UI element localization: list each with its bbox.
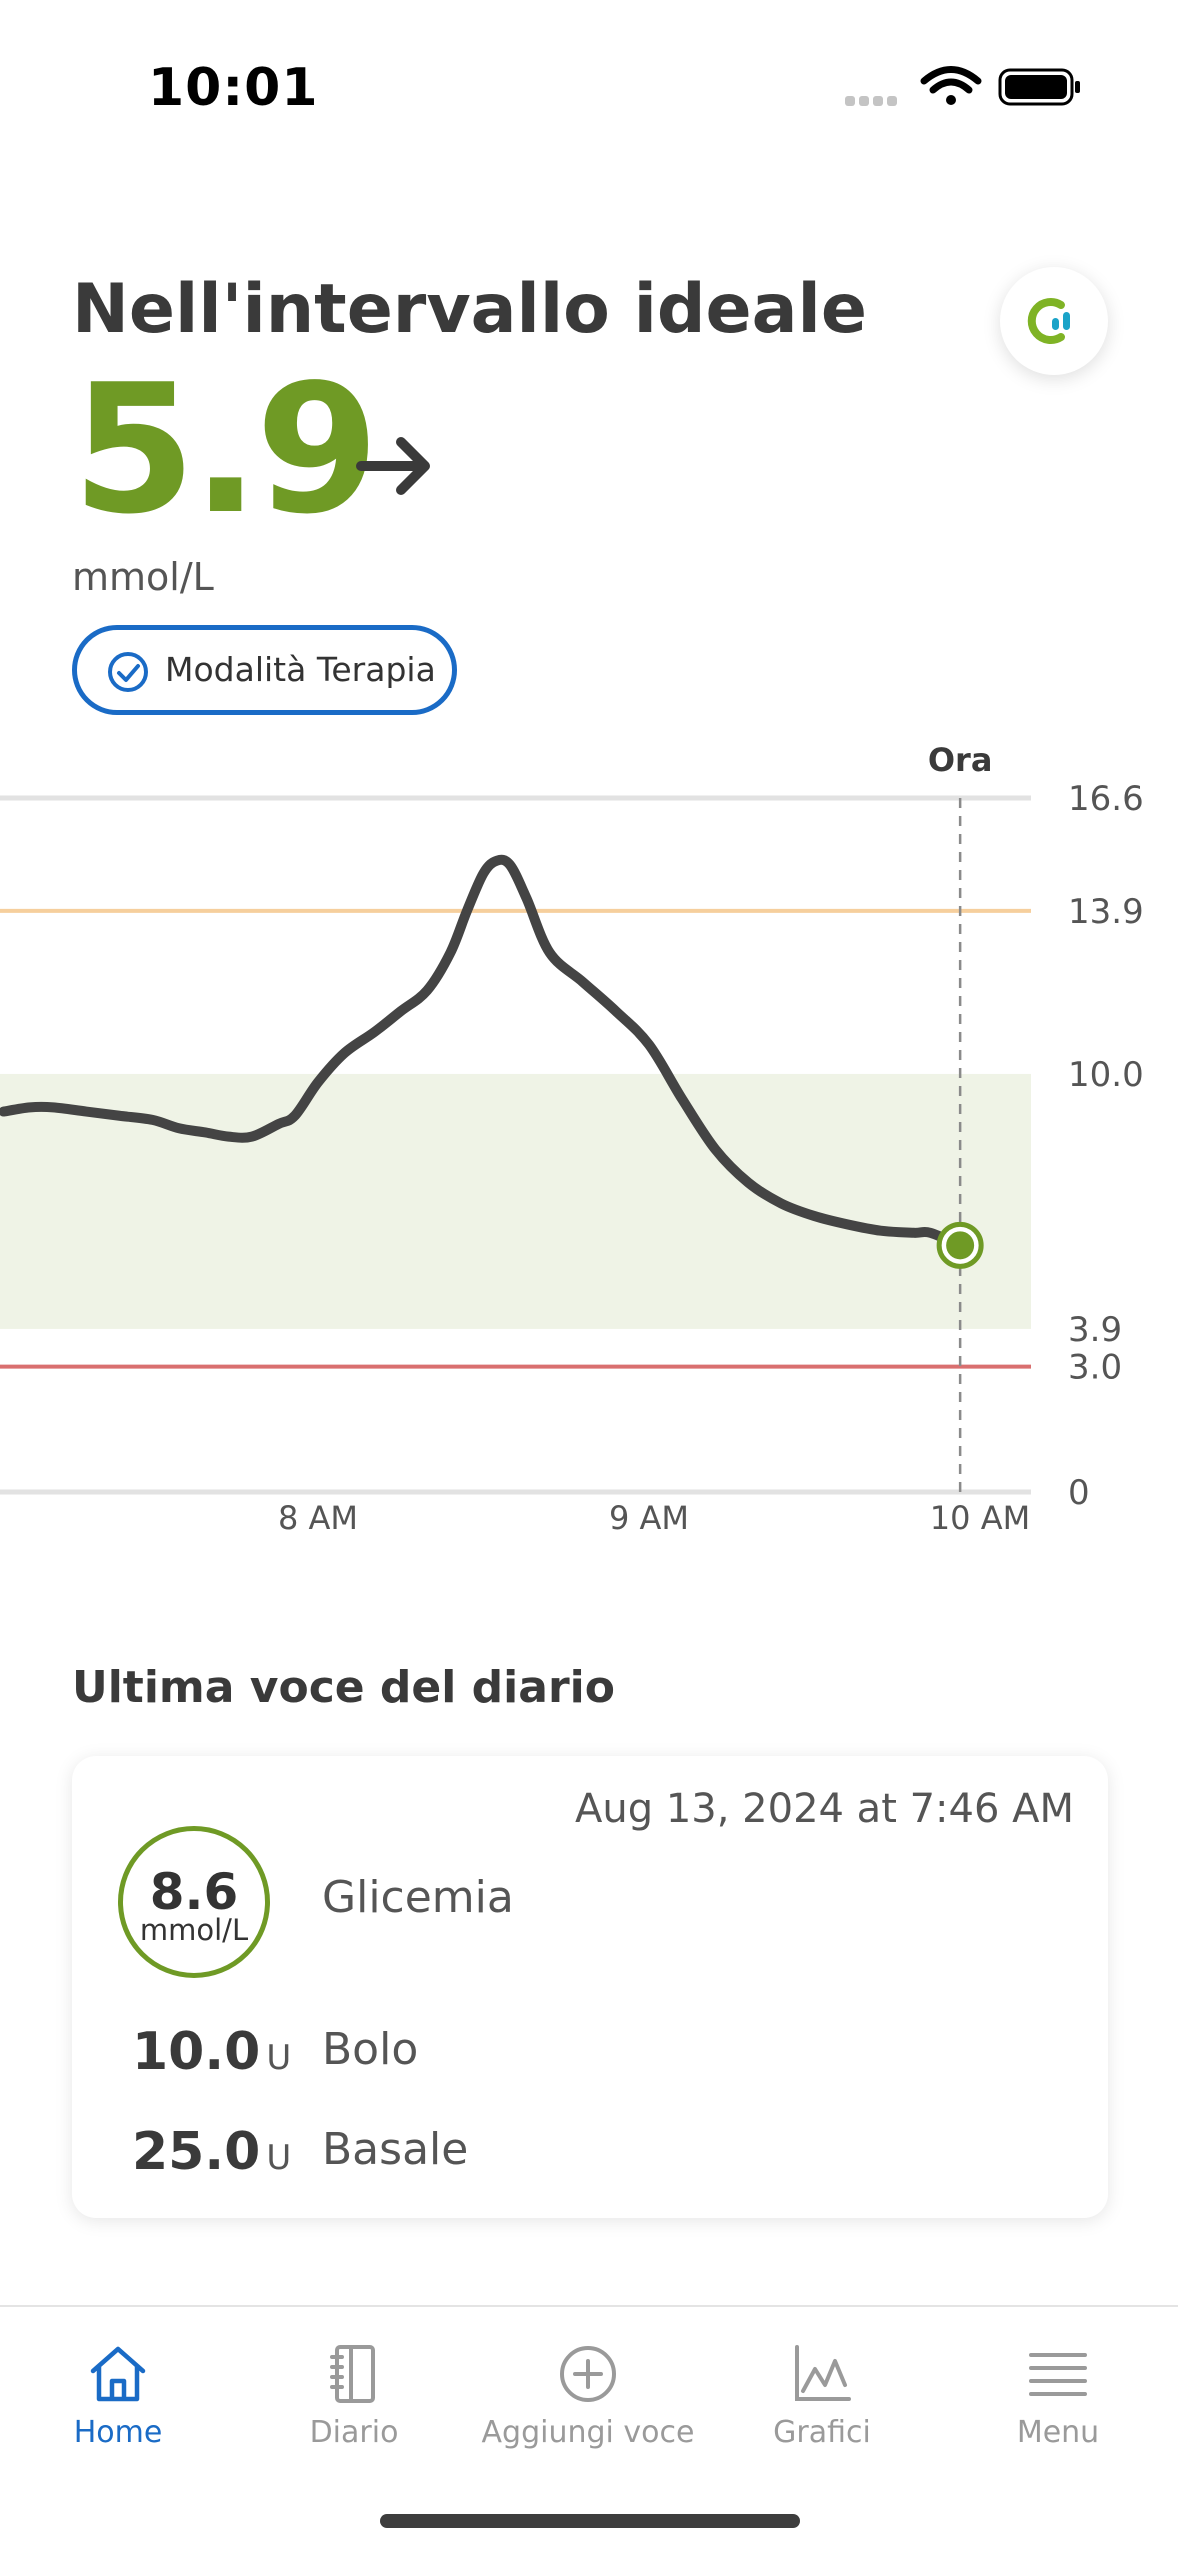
tab-menu-label: Menu	[1016, 2415, 1100, 2450]
page-title: Nell'intervallo ideale	[72, 270, 867, 349]
y-tick-label: 10.0	[1068, 1055, 1144, 1095]
therapy-mode-label: Modalità Terapia	[165, 650, 436, 689]
basal-unit: U	[266, 2138, 292, 2178]
cellular-signal-icon	[845, 96, 897, 106]
diary-entry-card[interactable]: Aug 13, 2024 at 7:46 AM 8.6 mmol/L Glice…	[72, 1756, 1108, 2218]
menu-icon	[1029, 2353, 1087, 2396]
blood-glucose-unit: mmol/L	[139, 1913, 249, 1947]
x-tick-label: 8 AM	[278, 1499, 358, 1537]
bolus-dose: 10.0 U	[132, 2022, 291, 2082]
chart-icon	[795, 2345, 851, 2401]
status-bar: 10:01	[0, 0, 1178, 175]
therapy-mode-button[interactable]: Modalità Terapia	[72, 625, 457, 715]
bolus-value: 10.0	[132, 2022, 261, 2082]
tab-charts[interactable]: Grafici	[704, 2341, 940, 2461]
basal-value: 25.0	[132, 2122, 261, 2182]
glucose-chart: Ora 16.6 13.9 10.0 3.93.0 0 8 AM 9 AM 10 AM	[0, 741, 1144, 1537]
tab-home-label: Home	[73, 2415, 163, 2450]
home-icon	[90, 2346, 146, 2402]
glucose-value: 5.9	[72, 346, 379, 553]
right-arrow-icon	[356, 437, 430, 495]
check-circle-icon	[108, 652, 148, 692]
y-tick-label: 0	[1068, 1473, 1090, 1513]
tab-add-entry-label: Aggiungi voce	[481, 2415, 695, 2450]
tab-charts-label: Grafici	[773, 2415, 871, 2450]
tab-home[interactable]: Home	[0, 2341, 236, 2461]
app-logo-button[interactable]	[1000, 267, 1108, 375]
basal-dose: 25.0 U	[132, 2122, 291, 2182]
bolus-label: Bolo	[322, 2024, 419, 2075]
wifi-icon	[920, 66, 982, 105]
glucose-series-line	[0, 854, 966, 1251]
plus-circle-icon	[560, 2346, 616, 2402]
notebook-icon	[330, 2345, 375, 2403]
y-tick-label: 3.0	[1068, 1348, 1122, 1388]
tab-add-entry[interactable]: Aggiungi voce	[470, 2341, 706, 2461]
x-tick-label: 9 AM	[609, 1499, 689, 1537]
tab-diary[interactable]: Diario	[236, 2341, 472, 2461]
tab-menu[interactable]: Menu	[940, 2341, 1176, 2461]
target-range-band	[0, 1073, 1031, 1329]
now-label: Ora	[928, 741, 993, 779]
status-icons	[845, 66, 1080, 106]
status-time: 10:01	[148, 58, 319, 118]
y-tick-label: 13.9	[1068, 892, 1144, 932]
y-tick-label: 3.9	[1068, 1310, 1122, 1350]
blood-glucose-value: 8.6	[149, 1863, 239, 1921]
app-logo-icon	[1027, 298, 1070, 344]
tab-diary-label: Diario	[309, 2415, 399, 2450]
basal-label: Basale	[322, 2124, 469, 2175]
battery-icon	[998, 68, 1080, 106]
diary-entry-date: Aug 13, 2024 at 7:46 AM	[575, 1786, 1074, 1832]
blood-glucose-badge: 8.6 mmol/L	[118, 1826, 270, 1978]
diary-section-title: Ultima voce del diario	[72, 1662, 615, 1713]
y-tick-label: 16.6	[1068, 779, 1144, 819]
blood-glucose-label: Glicemia	[322, 1872, 514, 1923]
glucose-unit: mmol/L	[72, 555, 214, 599]
x-tick-label: 10 AM	[930, 1499, 1030, 1537]
current-glucose-dot	[946, 1231, 975, 1260]
home-indicator	[380, 2514, 800, 2528]
bolus-unit: U	[266, 2038, 292, 2078]
